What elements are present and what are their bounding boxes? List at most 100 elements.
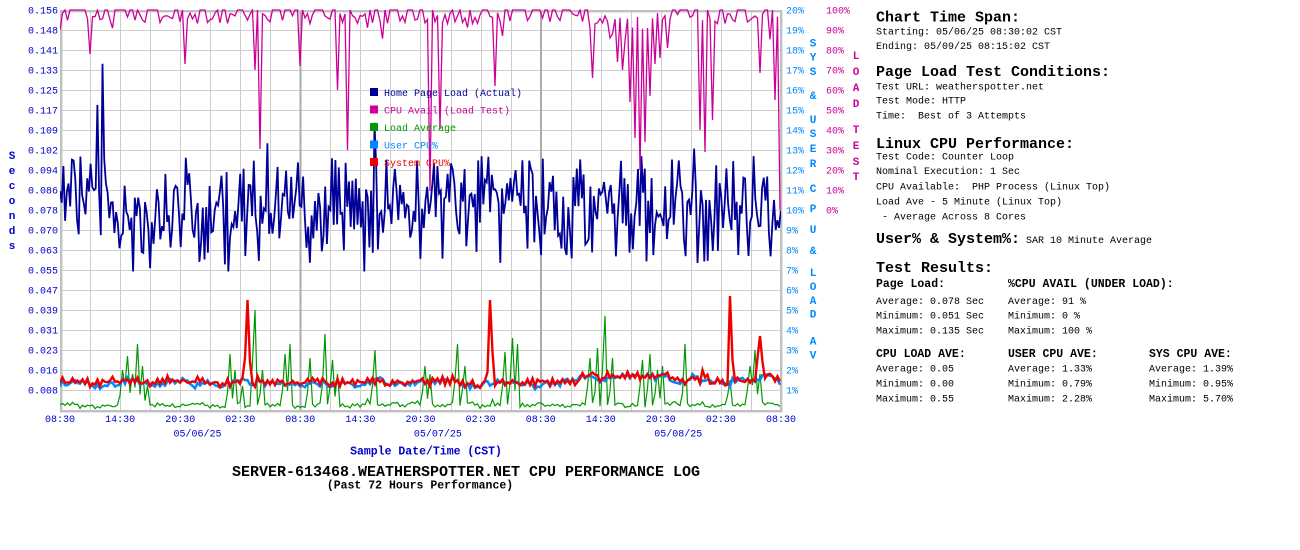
svg-text:O: O [810, 282, 817, 294]
svg-text:0.023: 0.023 [28, 347, 58, 358]
svg-text:Minimum: 0.95%: Minimum: 0.95% [1149, 379, 1233, 391]
svg-text:Home Page Load (Actual): Home Page Load (Actual) [384, 88, 522, 100]
svg-text:L: L [810, 268, 817, 280]
svg-text:Load Average: Load Average [384, 123, 456, 135]
svg-text:CPU LOAD AVE:: CPU LOAD AVE: [876, 348, 966, 361]
svg-text:Sample Date/Time (CST): Sample Date/Time (CST) [350, 446, 502, 459]
svg-text:Average: 0.05: Average: 0.05 [876, 365, 954, 376]
svg-text:3%: 3% [786, 347, 798, 358]
svg-text:Ending: 05/09/25 08:15:02 CST: Ending: 05/09/25 08:15:02 CST [876, 41, 1050, 53]
svg-text:e: e [9, 166, 16, 178]
svg-text:Minimum: 0.79%: Minimum: 0.79% [1008, 379, 1092, 391]
svg-text:20%: 20% [826, 167, 844, 178]
svg-text:Average: 1.33%: Average: 1.33% [1008, 365, 1092, 376]
svg-text:11%: 11% [786, 187, 804, 198]
svg-text:0.102: 0.102 [28, 147, 58, 158]
svg-text:V: V [810, 351, 817, 363]
svg-text:D: D [853, 99, 860, 111]
svg-text:CPU Available: PHP Process (L: CPU Available: PHP Process (Linux Top) [876, 182, 1110, 194]
svg-text:30%: 30% [826, 147, 844, 158]
svg-text:9%: 9% [786, 227, 798, 238]
svg-text:20:30: 20:30 [165, 415, 195, 426]
svg-text:T: T [853, 125, 860, 137]
svg-text:Chart Time Span:: Chart Time Span: [876, 10, 1020, 27]
svg-text:D: D [810, 310, 817, 322]
svg-text:80%: 80% [826, 47, 844, 58]
svg-text:70%: 70% [826, 67, 844, 78]
svg-text:Average: 0.078 Sec: Average: 0.078 Sec [876, 297, 984, 308]
svg-text:90%: 90% [826, 27, 844, 38]
svg-text:Page Load Test Conditions:: Page Load Test Conditions: [876, 64, 1110, 81]
svg-text:0.008: 0.008 [28, 387, 58, 398]
svg-text:Test Mode: HTTP: Test Mode: HTTP [876, 96, 966, 108]
svg-text:%CPU AVAIL (UNDER LOAD):: %CPU AVAIL (UNDER LOAD): [1008, 278, 1174, 291]
svg-text:0.156: 0.156 [28, 7, 58, 18]
svg-text:12%: 12% [786, 167, 804, 178]
svg-text:0.125: 0.125 [28, 87, 58, 98]
svg-text:08:30: 08:30 [526, 415, 556, 426]
svg-text:d: d [9, 226, 16, 238]
svg-text:E: E [810, 144, 817, 156]
svg-text:o: o [9, 196, 16, 208]
svg-text:Maximum: 5.70%: Maximum: 5.70% [1149, 394, 1233, 406]
svg-text:Load Ave - 5 Minute (Linux Top: Load Ave - 5 Minute (Linux Top) [876, 197, 1062, 209]
svg-text:14%: 14% [786, 127, 804, 138]
svg-text:User% & System%:: User% & System%: [876, 231, 1020, 248]
svg-text:08:30: 08:30 [285, 415, 315, 426]
svg-text:c: c [9, 181, 16, 193]
svg-text:05/07/25: 05/07/25 [414, 429, 462, 441]
svg-text:0.063: 0.063 [28, 247, 58, 258]
svg-text:0.078: 0.078 [28, 207, 58, 218]
svg-text:S: S [9, 151, 16, 163]
svg-text:10%: 10% [826, 187, 844, 198]
svg-text:0.141: 0.141 [28, 47, 58, 58]
svg-text:Maximum: 0.135 Sec: Maximum: 0.135 Sec [876, 326, 984, 338]
svg-text:Average: 91 %: Average: 91 % [1008, 297, 1086, 308]
svg-text:SERVER-613468.WEATHERSPOTTER.N: SERVER-613468.WEATHERSPOTTER.NET CPU PER… [232, 464, 700, 481]
svg-text:A: A [810, 296, 817, 308]
svg-text:Average: 1.39%: Average: 1.39% [1149, 365, 1233, 376]
svg-text:60%: 60% [826, 87, 844, 98]
svg-text:C: C [810, 184, 817, 196]
svg-text:17%: 17% [786, 67, 804, 78]
svg-text:P: P [810, 204, 817, 216]
svg-text:40%: 40% [826, 127, 844, 138]
svg-text:A: A [853, 83, 860, 95]
svg-text:Test Code: Counter Loop: Test Code: Counter Loop [876, 152, 1014, 164]
svg-text:0.117: 0.117 [28, 107, 58, 118]
svg-text:S: S [810, 39, 817, 51]
svg-text:18%: 18% [786, 47, 804, 58]
svg-text:10%: 10% [786, 207, 804, 218]
svg-text:0.016: 0.016 [28, 367, 58, 378]
svg-text:Page Load:: Page Load: [876, 278, 945, 291]
svg-text:0.109: 0.109 [28, 127, 58, 138]
svg-text:A: A [810, 337, 817, 349]
svg-text:R: R [810, 159, 817, 171]
svg-text:5%: 5% [786, 307, 798, 318]
svg-text:50%: 50% [826, 107, 844, 118]
svg-text:E: E [853, 141, 860, 153]
svg-text:Minimum: 0.051 Sec: Minimum: 0.051 Sec [876, 311, 984, 323]
svg-text:19%: 19% [786, 27, 804, 38]
svg-text:CPU Avail (Load Test): CPU Avail (Load Test) [384, 106, 510, 118]
svg-text:Test Results:: Test Results: [876, 260, 993, 277]
svg-text:Nominal Execution: 1 Sec: Nominal Execution: 1 Sec [876, 166, 1020, 178]
svg-text:0.031: 0.031 [28, 327, 58, 338]
svg-text:USER CPU AVE:: USER CPU AVE: [1008, 348, 1098, 361]
svg-text:O: O [853, 67, 860, 79]
svg-text:Time: Best of 3 Attempts: Time: Best of 3 Attempts [876, 111, 1026, 123]
svg-text:Maximum: 2.28%: Maximum: 2.28% [1008, 394, 1092, 406]
svg-text:05/06/25: 05/06/25 [173, 429, 221, 441]
svg-text:20:30: 20:30 [405, 415, 435, 426]
svg-text:S: S [810, 129, 817, 141]
svg-text:n: n [9, 211, 16, 223]
svg-text:7%: 7% [786, 267, 798, 278]
svg-text:Linux CPU Performance:: Linux CPU Performance: [876, 136, 1074, 153]
svg-text:Starting: 05/06/25 08:30:02 CS: Starting: 05/06/25 08:30:02 CST [876, 27, 1062, 39]
svg-text:0%: 0% [826, 207, 838, 218]
svg-text:S: S [853, 157, 860, 169]
svg-text:20%: 20% [786, 7, 804, 18]
svg-text:System CPU%: System CPU% [384, 159, 450, 170]
svg-text:SYS CPU AVE:: SYS CPU AVE: [1149, 348, 1232, 361]
svg-text:Y: Y [810, 53, 817, 65]
